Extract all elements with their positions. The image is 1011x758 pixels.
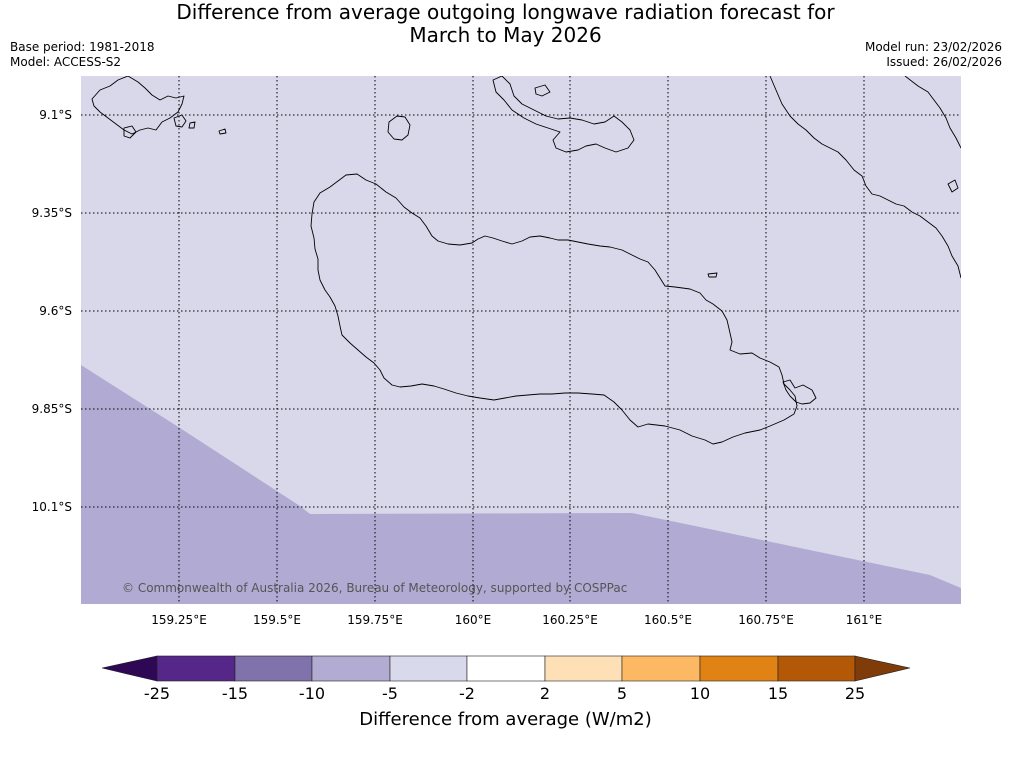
colorbar-segment <box>699 655 779 682</box>
coastline-florida-islet <box>534 84 551 97</box>
model-run-text: Model run: 23/02/2026 <box>864 40 1002 54</box>
lon-label: 159.5°E <box>253 613 301 627</box>
colorbar-tick-label: -15 <box>221 684 249 703</box>
coastline-malaita <box>769 76 961 279</box>
coastline-small-islet <box>707 272 718 278</box>
anomaly-region-minus-5-to-minus-10 <box>81 365 961 604</box>
coastline-guadalcanal <box>310 173 798 445</box>
lon-label: 161°E <box>845 613 883 627</box>
lon-label: 160.25°E <box>542 613 598 627</box>
colorbar-tick-label: 10 <box>689 684 711 703</box>
graticule-lines <box>81 76 961 604</box>
copyright-text: © Commonwealth of Australia 2026, Bureau… <box>122 581 627 595</box>
colorbar-tick-label: 15 <box>767 684 789 703</box>
lat-label: 9.85°S <box>31 402 72 416</box>
colorbar-extend-high <box>854 655 911 682</box>
colorbar-extend-low <box>101 655 158 682</box>
coastline-malaita-north <box>904 76 961 149</box>
model-text: Model: ACCESS-S2 <box>10 55 122 69</box>
coastline-florida-islands <box>492 76 635 153</box>
coastline-russell-islet-b <box>173 114 187 128</box>
lon-label: 160.75°E <box>738 613 794 627</box>
colorbar-tick-label: 2 <box>539 684 551 703</box>
lon-label: 159.75°E <box>347 613 403 627</box>
coastline-malaita-ne-islet <box>947 179 959 193</box>
base-period-text: Base period: 1981-2018 <box>10 40 155 54</box>
coastline-savo <box>387 115 411 141</box>
colorbar-segment <box>544 655 623 682</box>
colorbar-segment <box>156 655 236 682</box>
coastline-russell-islet-a <box>123 125 137 139</box>
colorbar-tick-label: 5 <box>616 684 628 703</box>
map-panel: © Commonwealth of Australia 2026, Bureau… <box>81 76 961 604</box>
chart-title-line1: Difference from average outgoing longwav… <box>176 0 835 24</box>
colorbar-segment <box>311 655 391 682</box>
colorbar-tick-label: -10 <box>298 684 326 703</box>
colorbar-tick-label: -5 <box>382 684 398 703</box>
lon-label: 159.25°E <box>151 613 207 627</box>
colorbar-segment <box>466 655 546 682</box>
chart-title-line2: March to May 2026 <box>409 23 602 47</box>
lat-label: 9.6°S <box>39 304 72 318</box>
coastline-russell-islet-c <box>188 121 196 129</box>
colorbar-tick-label: -25 <box>143 684 171 703</box>
colorbar-tick-label: -2 <box>459 684 475 703</box>
coastlines <box>91 76 961 445</box>
colorbar-title: Difference from average (W/m2) <box>359 709 652 730</box>
colorbar-segment <box>777 655 856 682</box>
coastline-russell-islands <box>91 76 185 135</box>
colorbar-segment <box>389 655 468 682</box>
colorbar-segment <box>621 655 701 682</box>
colorbar <box>101 655 911 682</box>
lon-label: 160°E <box>454 613 492 627</box>
lat-label: 9.35°S <box>31 206 72 220</box>
coastline-marau-islets <box>782 379 817 405</box>
lat-label: 9.1°S <box>39 108 72 122</box>
issued-text: Issued: 26/02/2026 <box>886 55 1002 69</box>
coastline-small-islet-nw <box>218 128 227 135</box>
colorbar-segment <box>234 655 313 682</box>
lat-label: 10.1°S <box>31 500 72 514</box>
lon-label: 160.5°E <box>644 613 692 627</box>
colorbar-tick-label: 25 <box>844 684 866 703</box>
